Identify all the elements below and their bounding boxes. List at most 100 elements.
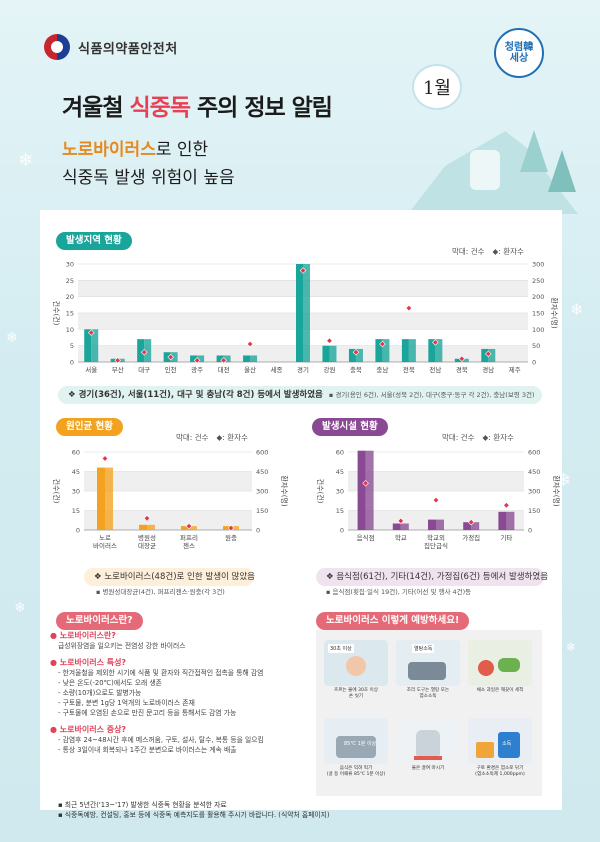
norovirus-info: ● 노로바이러스란? 급성위장염을 일으키는 전염성 강한 바이러스 ● 노로바… [50,624,280,794]
bar-shade [400,523,409,530]
cause-note: ▪ 병원성대장균(4건), 퍼프리젠스·원충(각 3건) [96,588,225,596]
y-tick-label: 60 [336,449,344,457]
patient-marker [397,517,405,525]
info-line: 급성위장염을 일으키는 전염성 강한 바이러스 [58,642,186,650]
x-tick-label: 대구 [138,366,150,374]
bar-shade [231,526,239,530]
info-section-tag: 노로바이러스란? [56,612,143,630]
seal-line: 세상 [509,53,529,64]
bar [481,348,489,362]
y-tick-label: 10 [66,326,74,334]
grid-band [84,510,252,530]
bar-shade [117,358,125,362]
y2-tick-label: 450 [256,468,268,476]
cause-summary: ❖ 노로바이러스(48건)로 인한 발생이 많았음 [84,568,255,586]
x-tick-label: 젠스 [183,541,195,550]
y-axis-label: 건수(건) [316,479,325,504]
bar-shade [408,339,416,362]
cause-legend: 막대: 건수 ◆: 환자수 [176,433,248,442]
cause-section-tag: 원인균 현황 [56,418,124,436]
x-tick-label: 제주 [509,366,521,374]
region-legend: 막대: 건수 ◆: 환자수 [452,247,524,256]
bar [392,523,401,530]
snowflake-icon: ❄ [566,640,577,654]
facility-section-tag: 발생시설 현황 [312,418,388,436]
region-summary: ❖ 경기(36건), 서울(11건), 대구 및 충남(각 8건) 등에서 발생… [58,386,542,404]
y2-tick-label: 0 [256,527,260,535]
patient-marker [432,339,439,346]
tree-illustration [548,150,576,192]
x-tick-label: 경북 [456,365,468,374]
handwash-icon: 30초 이상 [324,640,388,686]
y-tick-label: 25 [66,277,74,285]
y2-tick-label: 600 [528,449,540,457]
bar-shade [488,348,496,362]
patient-marker [227,524,235,532]
x-tick-label: 대장균 [138,541,156,550]
patient-marker [299,267,307,274]
info-line: - 낮은 온도(-20℃)에서도 오래 생존 [58,679,162,687]
patient-marker [101,455,109,462]
bar [348,348,356,362]
org-logo: 식품의약품안전처 [44,34,178,60]
y2-tick-label: 150 [528,507,540,515]
government-emblem-icon [44,34,70,60]
y2-tick-label: 0 [532,359,536,367]
grid-band [348,471,524,491]
bar [463,522,472,530]
facility-summary: ❖ 음식점(61건), 기타(14건), 가정집(6건) 등에서 발생하였음 [316,568,548,586]
prevention-sterilize-tools: 열탕소독 조리 도구는 열탕 또는 염소소독 [396,640,460,714]
y-tick-label: 15 [336,507,344,515]
snowflake-icon: ❄ [6,330,18,346]
patient-marker [326,337,333,345]
subtitle-line2: 식중독 발생 위험이 높음 [62,168,235,188]
y2-tick-label: 100 [532,326,544,334]
bucket-icon: 소독 [468,718,532,764]
info-heading: ● 노로바이러스 증상? [50,725,127,734]
facility-chart: 건수(건) 환자수(명) 0 0 15 150 30 300 45 450 60 600 음식점 학교 학교… [316,449,560,551]
subtitle-virus: 노로바이러스 [62,140,156,160]
x-tick-label: 세종 [271,365,283,374]
title-highlight: 식중독 [129,95,191,121]
bar-shade [170,352,178,362]
cooking-pot-icon: 85℃ 1분 이상 [324,718,388,764]
bar [84,329,92,362]
x-tick-label: 강원 [323,365,335,374]
y-tick-label: 45 [72,468,80,476]
facility-note: ▪ 음식점(횟집·일식 19건), 기타(어선 및 행사 4건)등 [326,588,472,596]
x-tick-label: 충북 [350,365,362,374]
y2-tick-label: 250 [532,277,544,285]
bar [139,524,147,530]
org-name: 식품의약품안전처 [78,41,178,57]
y-tick-label: 0 [340,527,344,535]
bar-shade [461,358,469,362]
bar-shade [105,467,113,530]
bar-shade [223,355,231,362]
y2-tick-label: 450 [528,468,540,476]
x-tick-label: 퍼프리 [180,533,198,542]
prevention-boil-water: 물은 끓여 마시기 [396,718,460,792]
y2-tick-label: 150 [256,507,268,515]
y-tick-label: 30 [72,488,80,496]
prevention-handwash: 30초 이상 흐르는 물에 30초 이상 손 씻기 [324,640,388,714]
bar [110,358,118,362]
y-axis-label: 건수(건) [52,301,61,326]
patient-marker [379,340,386,348]
bar-shade [382,339,390,362]
bar-shade [250,355,258,362]
info-heading: ● 노로바이러스란? [50,631,116,640]
y2-tick-label: 300 [532,261,544,269]
x-tick-label: 원충 [225,533,237,542]
integrity-seal: 청렴韓 세상 [494,28,544,78]
bar [454,358,462,362]
footnote: ▪ 식중독예방, 컨설팅, 홍보 등에 식중독 예측지도를 활용해 주시기 바랍… [58,811,330,819]
facility-legend: 막대: 건수 ◆: 환자수 [442,433,514,442]
prevention-cook-food: 85℃ 1분 이상 음식은 익혀 먹기 (굴 등 어패류 85℃ 1분 이상) [324,718,388,792]
bar [498,511,507,530]
x-tick-label: 음식점 [357,533,375,542]
bar [190,355,198,362]
patient-marker [352,348,360,356]
bar [216,355,224,362]
y2-axis-label: 환자수(명) [552,475,560,506]
bar-shade [436,519,444,530]
